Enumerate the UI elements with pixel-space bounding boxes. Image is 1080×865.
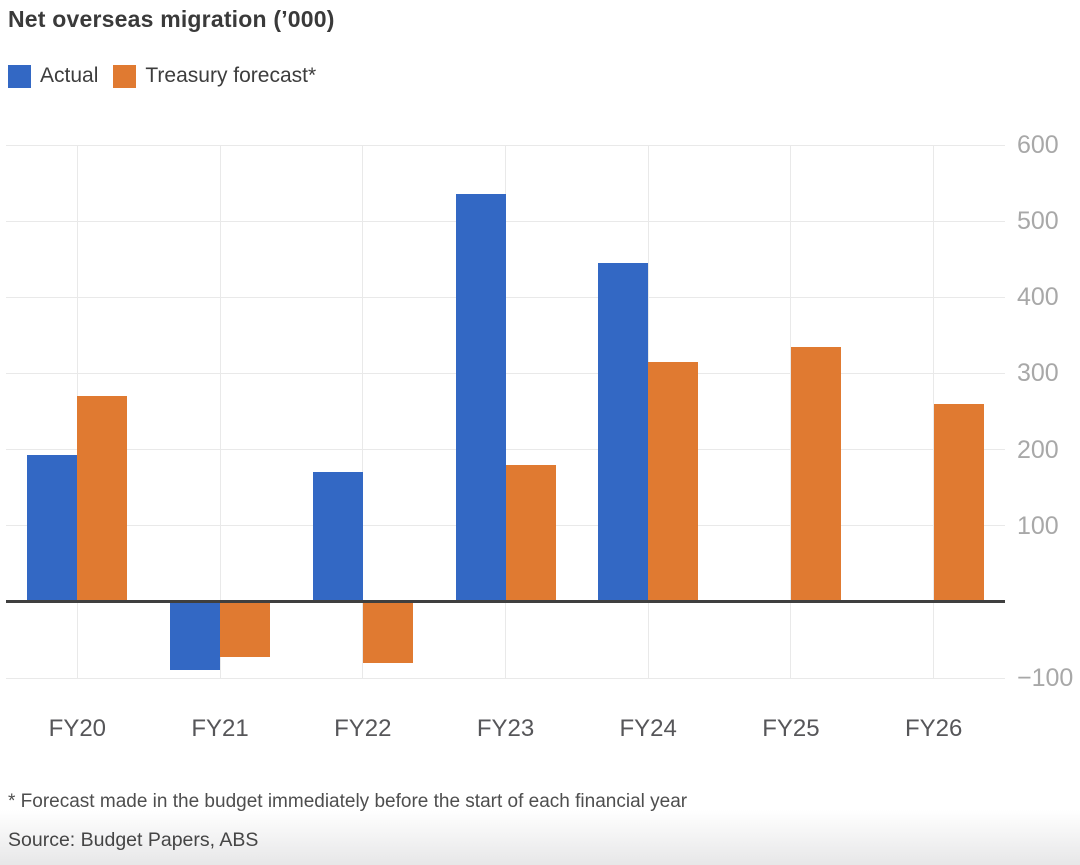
bar-forecast-FY21	[220, 601, 271, 657]
bottom-fade	[0, 810, 1080, 865]
legend-swatch-forecast-icon	[113, 64, 137, 88]
legend-item-actual: Actual	[8, 64, 98, 88]
y-tick-label--100: −100	[1017, 664, 1074, 692]
gridline-x-FY23	[505, 145, 506, 678]
bar-actual-FY20	[27, 454, 78, 602]
legend-label-forecast: Treasury forecast*	[145, 64, 317, 87]
x-tick-label-FY24: FY24	[619, 715, 677, 742]
gridline-y-200	[6, 449, 1005, 451]
bar-actual-FY23	[455, 193, 506, 602]
y-tick-label-400: 400	[1017, 283, 1059, 312]
plot-area	[6, 144, 1005, 679]
legend-item-forecast: Treasury forecast*	[113, 64, 316, 88]
y-tick-label-100: 100	[1017, 511, 1059, 540]
y-tick-label-600: 600	[1017, 131, 1059, 159]
bar-actual-FY22	[312, 472, 363, 602]
x-tick-label-FY21: FY21	[191, 715, 249, 742]
chart-title: Net overseas migration (’000)	[8, 6, 335, 32]
y-tick-label-200: 200	[1017, 435, 1059, 464]
gridline-x-FY21	[219, 145, 221, 678]
bar-forecast-FY25	[790, 346, 841, 602]
x-tick-label-FY20: FY20	[48, 715, 107, 742]
bar-forecast-FY20	[77, 395, 128, 602]
legend-label-actual: Actual	[40, 64, 99, 87]
bar-forecast-FY22	[362, 601, 413, 663]
bar-actual-FY24	[598, 263, 649, 602]
gridline-y-500	[6, 220, 1005, 222]
y-tick-label-300: 300	[1017, 359, 1059, 388]
legend-swatch-actual-icon	[8, 64, 31, 88]
bar-forecast-FY24	[648, 362, 699, 602]
footnote: * Forecast made in the budget immediatel…	[8, 791, 688, 812]
gridline-y-400	[6, 296, 1005, 298]
source-line: Source: Budget Papers, ABS	[8, 829, 259, 851]
gridline-y-600	[6, 144, 1005, 146]
y-tick-label-500: 500	[1017, 207, 1059, 236]
gridline-y--100	[6, 677, 1005, 679]
bar-forecast-FY26	[933, 403, 984, 602]
chart-legend: Actual Treasury forecast*	[8, 64, 316, 88]
zero-axis-line	[6, 600, 1005, 604]
x-tick-label-FY25: FY25	[762, 715, 820, 742]
bar-actual-FY21	[170, 601, 221, 671]
bar-forecast-FY23	[505, 464, 556, 602]
gridline-y-300	[6, 372, 1005, 374]
x-tick-label-FY22: FY22	[334, 715, 392, 742]
x-tick-label-FY26: FY26	[904, 715, 963, 742]
x-tick-label-FY23: FY23	[476, 715, 535, 742]
gridline-x-FY22	[362, 145, 364, 678]
